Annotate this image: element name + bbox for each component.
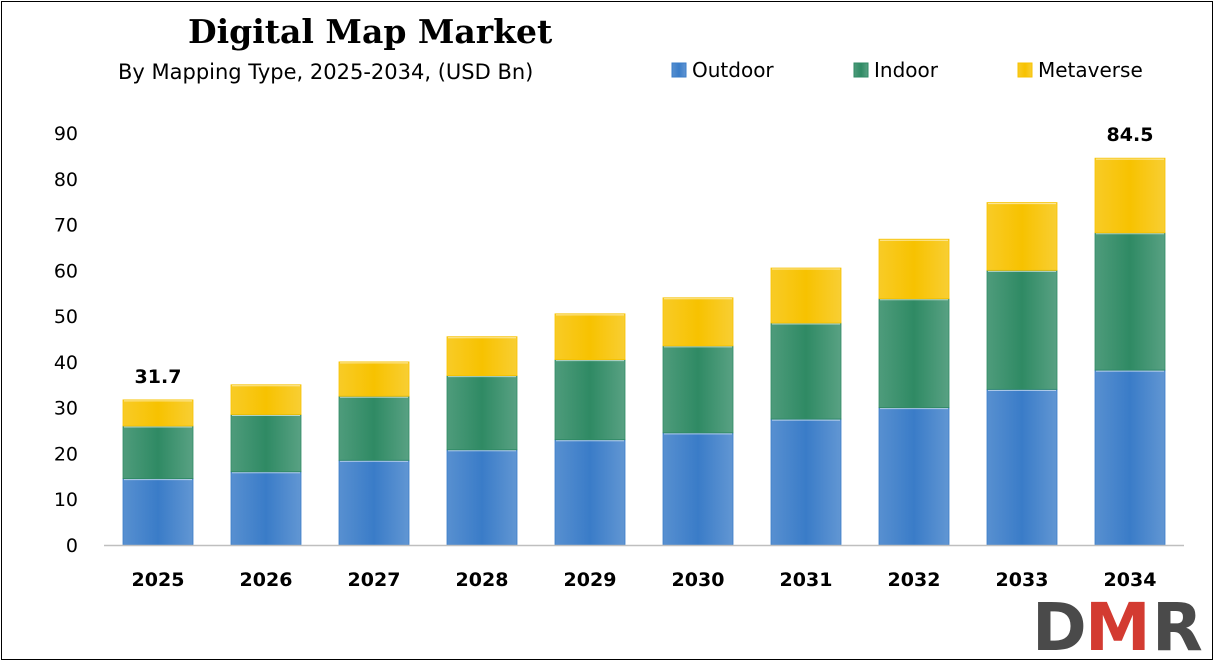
bar-segment-metaverse-2033 [986,202,1058,271]
y-tick-label: 10 [54,489,78,511]
bar-segment-outdoor-2034 [1094,369,1166,546]
bar-segment-metaverse-2029 [554,313,626,361]
bar-segment-indoor-2033 [986,269,1058,390]
y-tick-label: 50 [54,306,78,328]
x-axis: 2025 2026 2027 2028 2029 2030 2031 2032 2033 2034 [104,544,1184,591]
y-tick-label: 80 [54,169,78,191]
y-tick-label: 0 [66,535,78,557]
y-tick-label: 20 [54,443,78,465]
bar-segment-outdoor-2033 [986,388,1058,546]
bar-segment-outdoor-2029 [554,439,626,546]
legend-label-outdoor: Outdoor [692,58,774,82]
chart-title: Digital Map Market [188,12,553,51]
bars [122,157,1166,546]
y-tick-label: 30 [54,398,78,420]
data-label-2025: 31.7 [135,366,182,388]
logo-letter: D [1032,589,1087,659]
bar-segment-indoor-2034 [1094,232,1166,371]
bar-segment-indoor-2026 [230,414,302,473]
data-label-2034: 84.5 [1107,124,1154,146]
bar-segment-metaverse-2026 [230,384,302,415]
legend-label-metaverse: Metaverse [1038,58,1143,82]
x-tick-label-2029: 2029 [564,569,617,591]
legend: Outdoor Indoor Metaverse [671,58,1143,82]
bar-segment-outdoor-2032 [878,407,950,546]
bar-segment-indoor-2028 [446,375,518,451]
legend-swatch-indoor [853,62,869,78]
bar-segment-outdoor-2026 [230,471,302,546]
bar-segment-metaverse-2030 [662,297,734,347]
y-tick-label: 70 [54,215,78,237]
dmr-logo: DM R [1032,589,1203,659]
bar-segment-metaverse-2027 [338,361,410,397]
x-tick-label-2028: 2028 [456,569,509,591]
x-tick-label-2025: 2025 [132,569,185,591]
legend-swatch-metaverse [1017,62,1033,78]
y-tick-label: 60 [54,260,78,282]
x-tick-label-2034: 2034 [1104,569,1157,591]
bar-segment-indoor-2027 [338,395,410,461]
bar-segment-indoor-2032 [878,298,950,409]
bar-segment-metaverse-2032 [878,238,950,300]
x-tick-label-2031: 2031 [780,569,833,591]
bar-segment-metaverse-2028 [446,336,518,377]
data-labels: 31.7 84.5 [135,124,1154,388]
bar-segment-metaverse-2025 [122,399,194,427]
bar-segment-indoor-2029 [554,359,626,441]
x-tick-label-2033: 2033 [996,569,1049,591]
logo-letter: M [1085,589,1151,659]
bar-segment-outdoor-2031 [770,418,842,546]
bar-segment-indoor-2025 [122,425,194,480]
bar-segment-outdoor-2028 [446,449,518,546]
bar-segment-metaverse-2034 [1094,157,1166,234]
bar-segment-outdoor-2030 [662,432,734,546]
y-tick-label: 90 [54,123,78,145]
x-tick-label-2027: 2027 [348,569,401,591]
bar-segment-outdoor-2025 [122,478,194,546]
x-tick-label-2026: 2026 [240,569,293,591]
bar-segment-indoor-2031 [770,322,842,420]
legend-swatch-outdoor [671,62,687,78]
logo-letter: R [1152,589,1203,659]
bar-segment-metaverse-2031 [770,267,842,324]
legend-label-indoor: Indoor [874,58,939,82]
bar-segment-outdoor-2027 [338,459,410,546]
chart-subtitle: By Mapping Type, 2025-2034, (USD Bn) [118,60,534,84]
x-tick-label-2032: 2032 [888,569,941,591]
y-tick-label: 40 [54,352,78,374]
bar-segment-indoor-2030 [662,345,734,434]
y-axis: 0 10 20 30 40 50 60 70 80 90 [54,123,78,557]
x-tick-label-2030: 2030 [672,569,725,591]
